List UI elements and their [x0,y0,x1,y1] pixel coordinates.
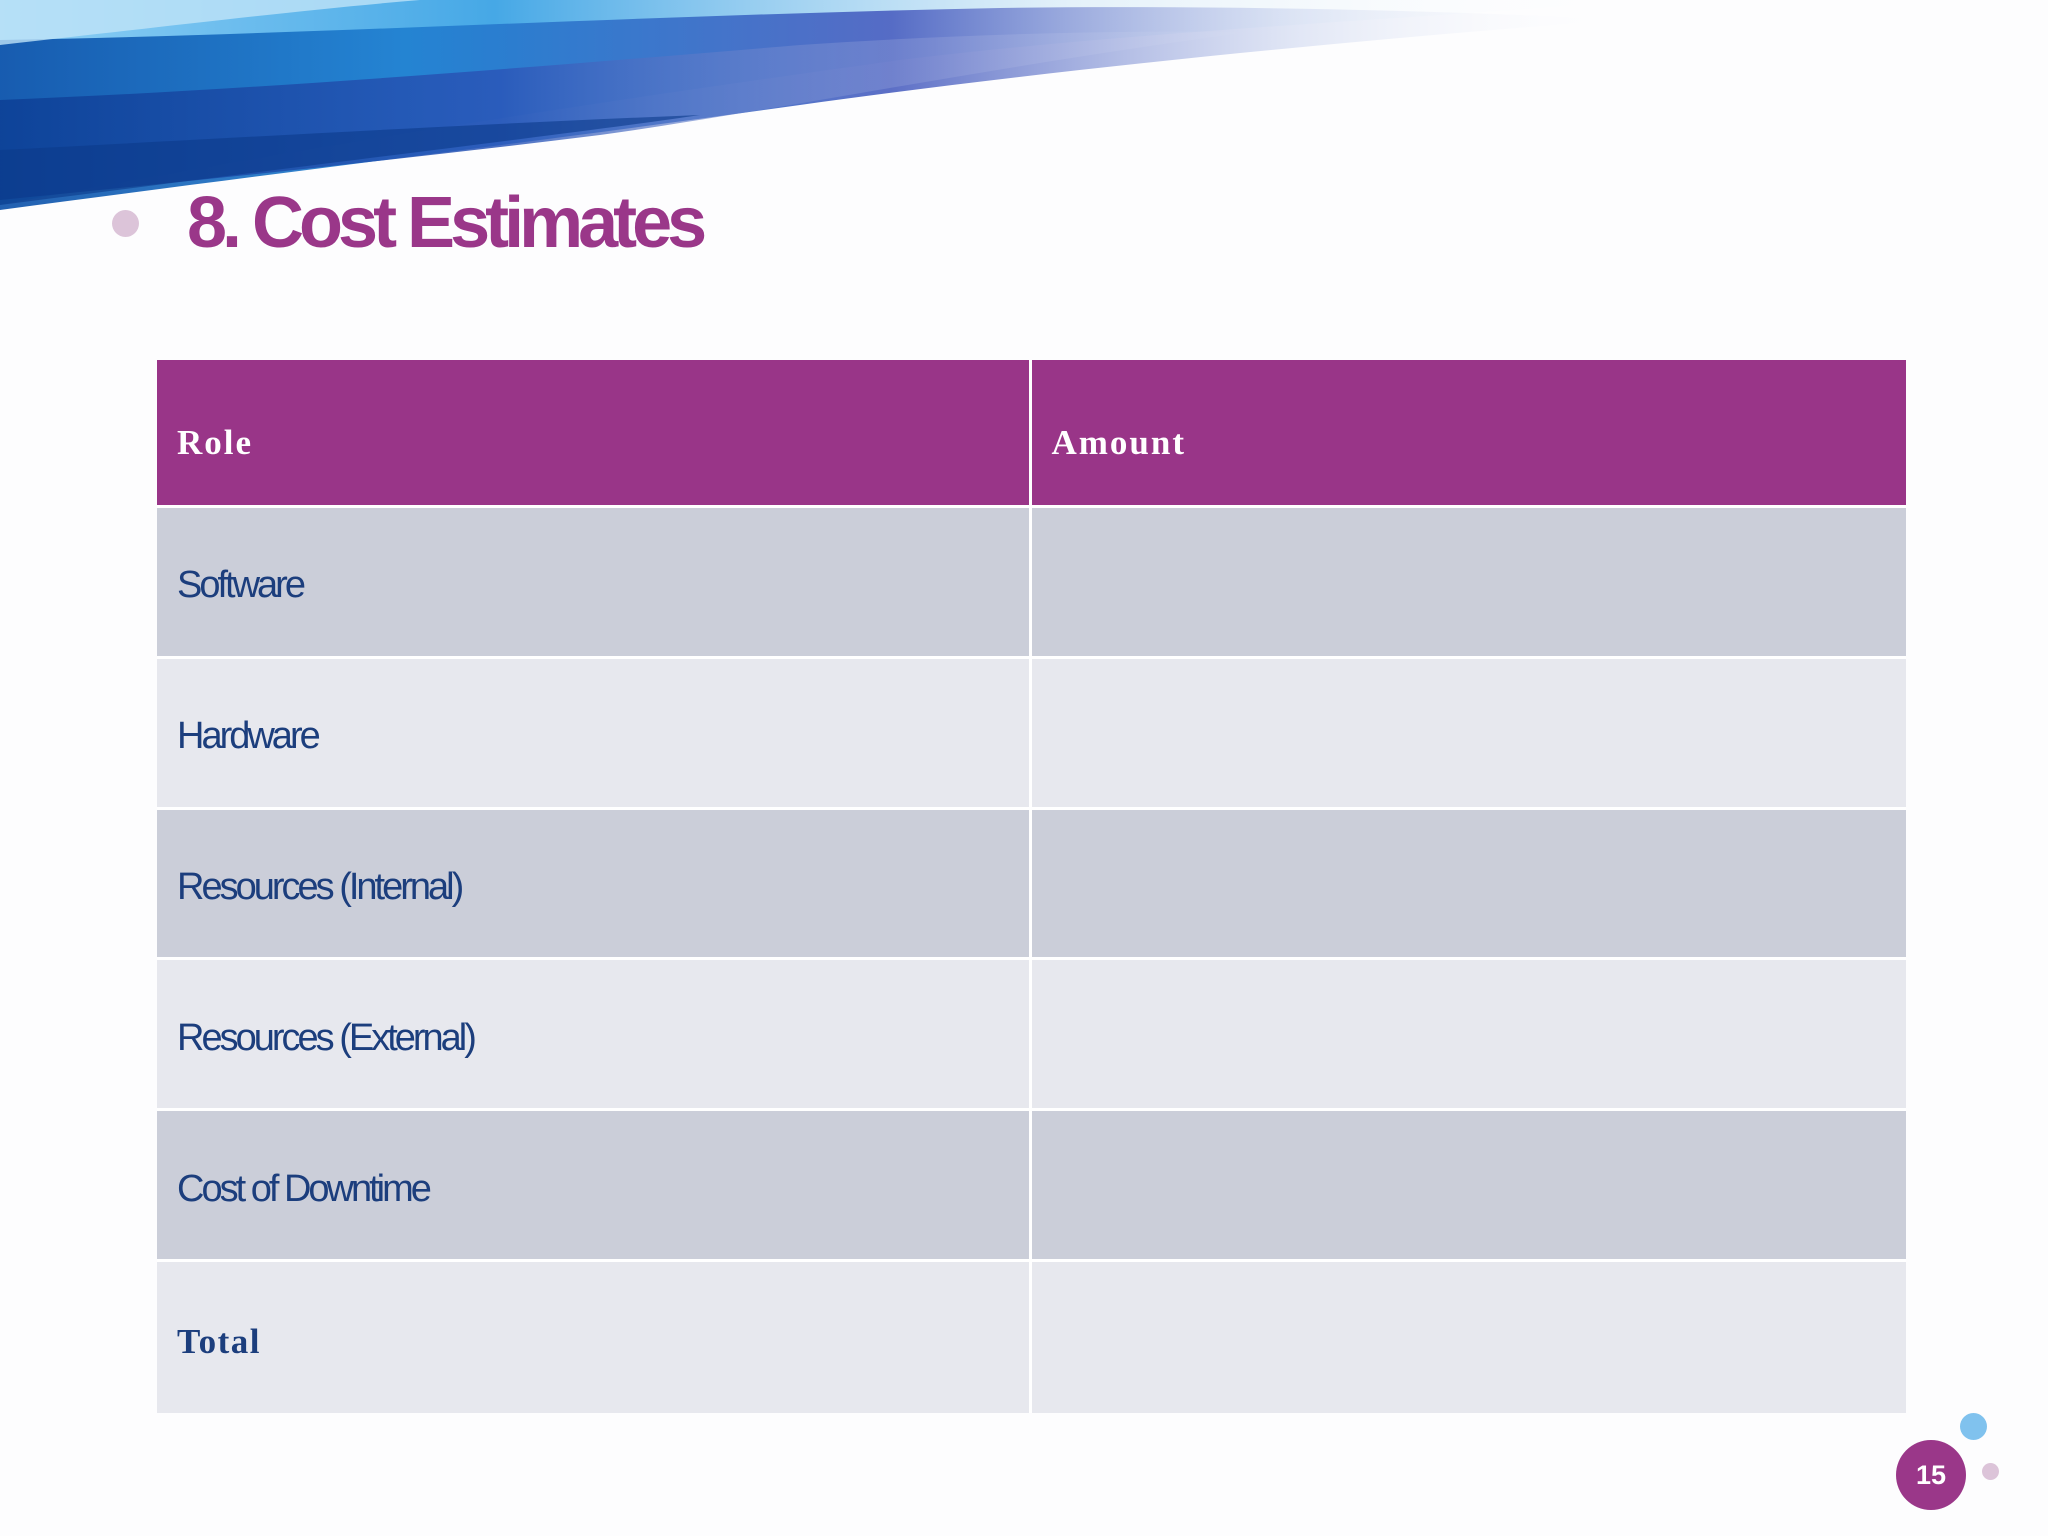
role-cell: Software [157,508,1032,659]
page-number-badge: 15 [1896,1440,1966,1510]
amount-cell [1031,960,1906,1112]
amount-cell [1031,809,1906,961]
table-row: Software [157,508,1906,659]
title-bullet-icon [112,209,139,237]
amount-cell [1031,1111,1906,1263]
table-row: Resources (Internal) [157,809,1906,961]
total-label-cell: Total [157,1262,1032,1413]
role-cell: Resources (External) [157,960,1032,1112]
cost-estimates-table: Role Amount Software Hardware Resources … [157,360,1906,1413]
column-header-role: Role [157,360,1032,508]
column-header-amount: Amount [1031,360,1906,508]
total-amount-cell [1031,1262,1906,1413]
header-wave-banner [0,0,1650,211]
slide-title: 8. Cost Estimates [187,183,707,263]
role-cell: Cost of Downtime [157,1111,1032,1263]
table-row: Cost of Downtime [157,1111,1906,1263]
role-cell: Hardware [157,658,1032,810]
title-row: 8. Cost Estimates [112,178,707,268]
table-row: Resources (External) [157,960,1906,1112]
amount-cell [1031,508,1906,659]
table-header-row: Role Amount [157,360,1906,508]
decorative-dot-icon [1982,1463,1999,1480]
table-row: Hardware [157,658,1906,810]
amount-cell [1031,658,1906,810]
decorative-dot-icon [1960,1413,1987,1440]
table-row-total: Total [157,1262,1906,1413]
role-cell: Resources (Internal) [157,809,1032,961]
